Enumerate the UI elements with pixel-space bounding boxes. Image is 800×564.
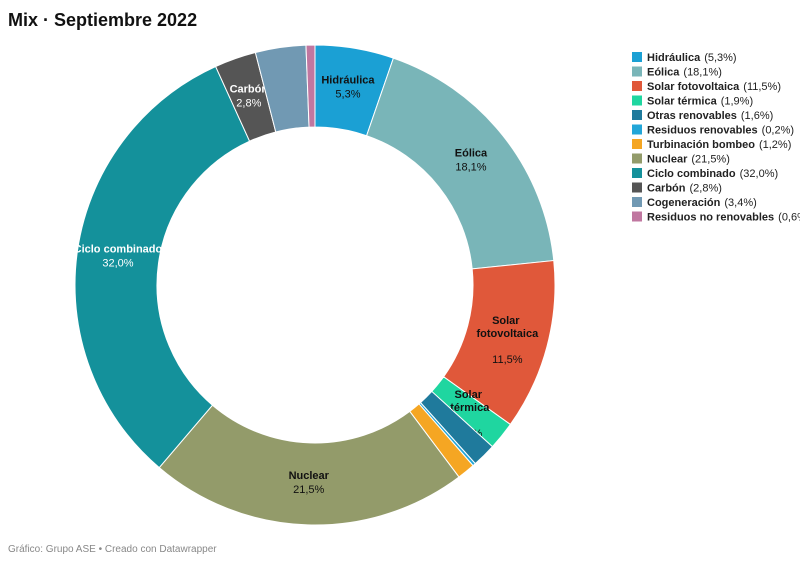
legend-label: Otras renovables (1,6%) [647,110,773,122]
legend-swatch [632,95,642,106]
legend-swatch [632,81,642,91]
legend-swatch [632,66,642,77]
legend-label: Cogeneración (3,4%) [647,197,757,209]
slice-value-label: 18,1% [455,161,486,173]
slice-value-label: 5,3% [335,89,360,101]
legend-label: Ciclo combinado (32,0%) [647,168,778,180]
slice-label: Carbón [230,83,269,95]
legend-label: Residuos renovables (0,2%) [647,125,794,137]
legend-name: Hidráulica [647,52,701,64]
donut-slice [305,44,316,128]
legend-name: Residuos renovables [647,125,758,137]
legend-value: (11,5%) [743,81,781,93]
legend-name: Ciclo combinado [647,168,736,180]
legend-value: (1,9%) [721,96,753,108]
slice-label: Nuclear [289,470,330,482]
legend-name: Turbinación bombeo [647,139,755,151]
legend-value: (3,4%) [724,197,756,209]
legend-name: Residuos no renovables [647,212,774,224]
legend-name: Nuclear [647,154,688,166]
legend-value: (0,2%) [762,125,794,137]
slice-label: Ciclo combinado [74,243,163,255]
legend-value: (21,5%) [691,154,730,166]
donut-slice [74,65,251,469]
legend-swatch [632,139,642,149]
legend-value: (32,0%) [740,168,779,180]
legend-swatch [632,52,642,62]
legend-swatch [632,182,642,193]
slice-value-label: 11,5% [492,354,523,366]
donut-slice [158,404,460,526]
legend-swatch [632,110,642,120]
legend-swatch [632,197,642,207]
footer: Gráfico: Grupo ASE • Creado con Datawrap… [8,544,217,555]
legend-value: (5,3%) [704,52,736,64]
legend-label: Solar fotovoltaica (11,5%) [647,81,781,93]
slice-label: Solar térmica [450,389,490,414]
legend-swatch [632,211,642,222]
slice-value-label: 21,5% [293,484,324,496]
legend-label: Residuos no renovables (0,6%) [647,212,800,224]
legend-value: (0,6%) [778,212,800,224]
legend-label: Turbinación bombeo (1,2%) [647,139,791,151]
legend-value: (2,8%) [690,183,722,195]
legend-swatch [632,124,642,135]
legend-name: Carbón [647,183,686,195]
legend-swatch [632,153,642,164]
slice-label: Hidráulica [321,75,375,87]
slice-value-label: 2,8% [236,97,261,109]
slice-label: Eólica [455,147,488,159]
slice-value-label: 32,0% [102,257,133,269]
legend-name: Solar térmica [647,96,718,108]
legend-swatch [632,168,642,178]
legend-label: Hidráulica (5,3%) [647,52,737,64]
legend-name: Eólica [647,67,680,79]
chart-title: Mix · Septiembre 2022 [8,10,197,30]
legend-value: (1,2%) [759,139,791,151]
legend-name: Otras renovables [647,110,737,122]
legend-label: Carbón (2,8%) [647,183,722,195]
legend-label: Nuclear (21,5%) [647,154,730,166]
legend-value: (18,1%) [683,67,722,79]
legend-label: Solar térmica (1,9%) [647,96,753,108]
legend-name: Cogeneración [647,197,721,209]
slice-label: Solar fotovoltaica [476,315,539,340]
legend-name: Solar fotovoltaica [647,81,740,93]
legend-label: Eólica (18,1%) [647,67,722,79]
legend-value: (1,6%) [741,110,773,122]
